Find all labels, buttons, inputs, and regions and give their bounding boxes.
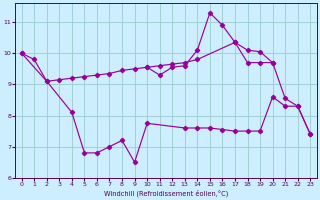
X-axis label: Windchill (Refroidissement éolien,°C): Windchill (Refroidissement éolien,°C) (104, 189, 228, 197)
